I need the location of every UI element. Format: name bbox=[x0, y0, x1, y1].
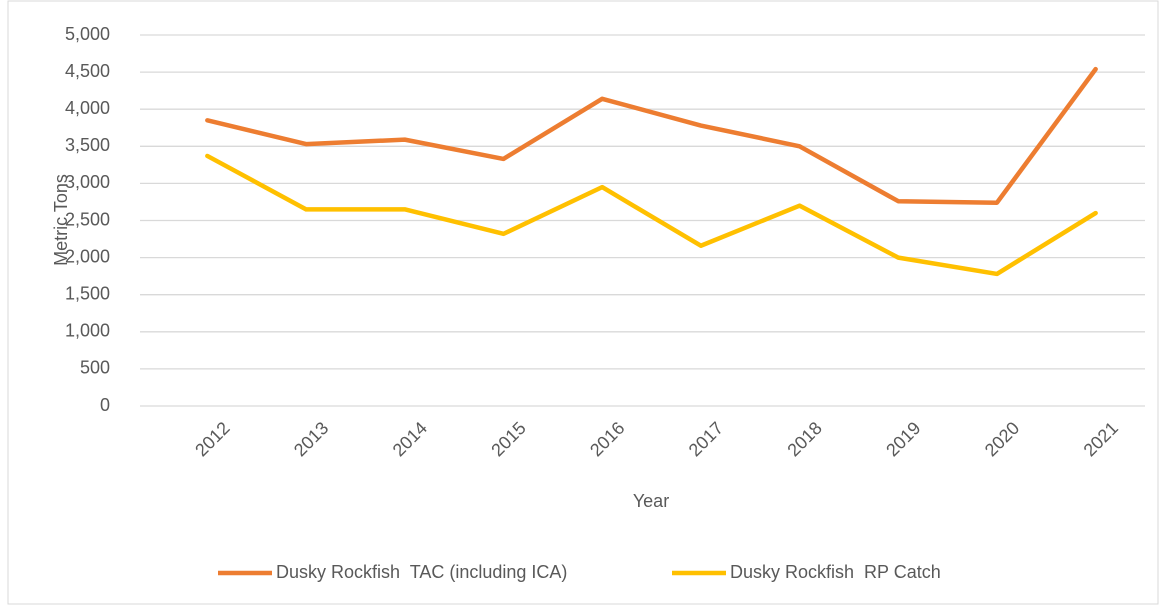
chart-frame bbox=[7, 0, 1159, 605]
y-tick-label: 1,500 bbox=[65, 283, 110, 303]
y-tick-label: 5,000 bbox=[65, 24, 110, 44]
legend-label: Dusky Rockfish RP Catch bbox=[730, 562, 941, 582]
y-tick-label: 4,500 bbox=[65, 61, 110, 81]
y-tick-label: 2,000 bbox=[65, 246, 110, 266]
legend-label: Dusky Rockfish TAC (including ICA) bbox=[276, 562, 567, 582]
y-tick-label: 1,000 bbox=[65, 321, 110, 341]
series-line bbox=[205, 66, 1098, 205]
y-tick-label: 2,500 bbox=[65, 209, 110, 229]
x-axis-title: Year bbox=[633, 491, 669, 511]
y-tick-label: 4,000 bbox=[65, 98, 110, 118]
y-tick-label: 3,000 bbox=[65, 172, 110, 192]
y-tick-label: 500 bbox=[80, 358, 110, 378]
y-axis-title: Metric Tons bbox=[51, 174, 71, 266]
y-tick-label: 0 bbox=[100, 395, 110, 415]
series-line bbox=[205, 153, 1098, 277]
y-tick-label: 3,500 bbox=[65, 135, 110, 155]
